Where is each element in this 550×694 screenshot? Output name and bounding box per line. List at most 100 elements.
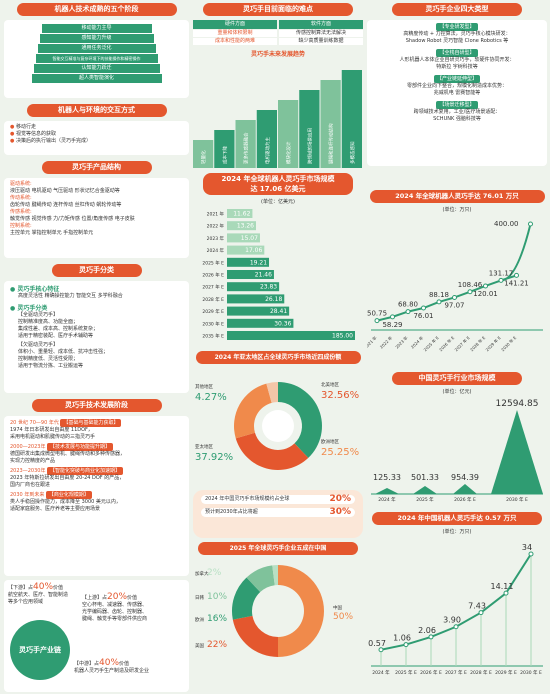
donut-center bbox=[262, 410, 294, 442]
x-tick-label: 2028 年 E bbox=[468, 334, 486, 352]
company-category: 日韩 bbox=[195, 594, 204, 601]
point-value-label: 108.46 bbox=[458, 281, 483, 289]
type-4: 【场景迁移型】 跨领域技术复用，工业/医疗场景适配： SCHUNK 强脑科技等 bbox=[413, 101, 501, 122]
bar-value-label: 13.26 bbox=[237, 223, 254, 230]
chain-midstream: 【中游】占40%价值 机器人灵巧手生产制造及研发企业 bbox=[74, 658, 150, 675]
company-value-label: 50% bbox=[333, 612, 353, 622]
type-1: 【专业研发型】 高精度传动 + 力控算法，灵巧手核心模块研发： Shadow R… bbox=[403, 23, 511, 44]
bar bbox=[227, 257, 270, 267]
full-drive-line-3: 适用于精密装配、医疗手术辅助等 bbox=[18, 333, 94, 339]
china-units-unit: (单位：万只) bbox=[442, 529, 472, 535]
area-peak bbox=[453, 484, 477, 494]
x-tick-label: 2025 年 E bbox=[395, 669, 417, 676]
china-units-title: 2024 年中国机器人灵巧手达 0.57 万只 bbox=[372, 512, 542, 525]
bar bbox=[227, 331, 355, 340]
point-value-label: 1.06 bbox=[393, 634, 411, 643]
types-box: 【专业研发型】 高精度传动 + 力控算法，灵巧手核心模块研发： Shadow R… bbox=[367, 20, 547, 166]
point-value-label: 400.00 bbox=[494, 220, 519, 228]
bar-category: 2025 年 E bbox=[202, 259, 224, 266]
history-box: 20 世纪 70—90 年代 【基础与基础能力获取】 1974 年日本研发出自由… bbox=[4, 416, 189, 576]
trend-label: 轻量化 bbox=[200, 150, 207, 164]
point-value-label: 7.43 bbox=[468, 602, 486, 611]
x-tick-label: 2024 年 bbox=[409, 334, 424, 349]
bar-value-label: 26.18 bbox=[265, 296, 282, 303]
point-value-label: 131.17 bbox=[489, 269, 514, 277]
interaction-title: 机器人与环境的交互方式 bbox=[26, 104, 167, 117]
china-share-box: 2024 年中国灵巧手市场规模约占全球 20% 预计到2030年占比将超 30% bbox=[193, 490, 363, 538]
donut-slice bbox=[272, 565, 278, 586]
point-value-label: 34 bbox=[522, 543, 532, 552]
region-category: 亚太地区 bbox=[195, 443, 213, 450]
bar-category: 2035 年 E bbox=[202, 333, 224, 340]
bar bbox=[227, 233, 260, 243]
trend-title: 灵巧手未来发展趋势 bbox=[250, 51, 305, 58]
stage-item: 感知能力升级 bbox=[39, 34, 154, 43]
interaction-item-3: ● 决策后的执行输出（灵巧手完成） bbox=[10, 138, 91, 144]
bar bbox=[227, 209, 253, 218]
bar-category: 2030 年 E bbox=[202, 320, 224, 327]
structure-sensing: 传感系统: 触觉传感 视觉传感 力/力矩传感 位置/角度传感 电子皮肤 bbox=[10, 209, 135, 222]
stage-item: 超人类智能演化 bbox=[31, 74, 162, 83]
bar-category: 2023 年 bbox=[207, 235, 225, 242]
bar-value-label: 23.83 bbox=[260, 284, 277, 291]
line-point bbox=[478, 610, 484, 616]
stages-box: 移动能力主导 感知能力升级 通用任务泛化 智能交互精准与复杂环境下的技能操作和精密操作… bbox=[4, 20, 189, 98]
point-value-label: 0.57 bbox=[368, 639, 386, 648]
industry-chain: 【下游】占40%价值 航空航天、医疗、智能制造 等多个应用领域 【上游】占20%… bbox=[4, 580, 189, 692]
trend-step bbox=[278, 100, 299, 168]
trend-step bbox=[299, 90, 320, 168]
structure-control: 控制系统: 主控单元 掌指控制单元 手指控制单元 bbox=[10, 223, 94, 236]
region-title: 2024 年亚太地区占全球灵巧手市场近四成份额 bbox=[195, 351, 361, 364]
chain-upstream: 【上游】占20%价值 空心杯电、减速器、传感器、 光学编码器、齿轮、控制器、 腱… bbox=[82, 592, 148, 623]
line-point bbox=[421, 305, 426, 311]
region-category: 其他地区 bbox=[195, 383, 213, 390]
point-value-label: 141.21 bbox=[504, 279, 529, 287]
bar-value-label: 11.62 bbox=[233, 211, 250, 218]
area-peak bbox=[375, 488, 399, 494]
history-title: 灵巧手技术发展阶段 bbox=[31, 399, 162, 412]
region-donut-chart: 亚太地区 37.92% 北美地区 32.56% 欧洲地区 25.25% 其他地区 4.27% bbox=[195, 381, 359, 470]
bar-value-label: 30.36 bbox=[274, 320, 291, 327]
bar-value-label: 19.21 bbox=[250, 259, 267, 266]
type-2: 【全栈自研型】 人形机器人本体企业自研灵巧手，软硬件协同开发： 特斯拉 宇树科技… bbox=[399, 49, 515, 70]
global-title: 2024 年全球机器人灵巧手达 76.01 万只 bbox=[369, 190, 545, 203]
interaction-item-1: ● 移动行走 bbox=[10, 124, 36, 130]
trend-label: 更多传感器融合 bbox=[243, 132, 250, 164]
company-category: 欧洲 bbox=[195, 616, 204, 623]
company-category: 美国 bbox=[195, 642, 204, 649]
chain-center-circle: 灵巧手产业链 bbox=[10, 620, 70, 680]
line-point bbox=[503, 590, 509, 596]
structure-title: 灵巧手产品结构 bbox=[41, 161, 152, 174]
area-peak bbox=[491, 410, 543, 494]
history-stage-1: 20 世纪 70—90 年代 【基础与基础能力获取】 1974 年日本研发出自由… bbox=[10, 419, 183, 441]
bar-value-label: 185.00 bbox=[332, 333, 353, 340]
area-value-label: 12594.85 bbox=[496, 399, 539, 409]
interaction-box: ● 移动行走 ● 视觉等信息的获取 ● 决策后的执行输出（灵巧手完成） bbox=[4, 121, 189, 155]
x-tick-label: 2026 年 E bbox=[437, 334, 455, 352]
region-value-label: 25.25% bbox=[321, 447, 359, 458]
x-tick-label: 2028 年 E bbox=[470, 669, 492, 676]
trend-label: 成本下降 bbox=[221, 146, 228, 164]
donut-slice bbox=[235, 432, 309, 470]
line-point bbox=[453, 624, 459, 630]
middle-column: 灵巧手目前面临的难点 硬件方面 重量和体积限制 成本和性能的两难 软件方面 传感… bbox=[193, 0, 363, 694]
trend-step bbox=[320, 80, 341, 168]
full-drive-line-2: 集成性差、成本高、控制系统复杂； bbox=[18, 326, 99, 332]
region-value-label: 4.27% bbox=[195, 392, 227, 403]
bar-title: 2024 年全球机器人灵巧手市场规模达 17.06 亿美元 bbox=[203, 173, 353, 195]
bar bbox=[227, 270, 274, 279]
donut-slice bbox=[232, 577, 261, 620]
trend-step bbox=[341, 70, 362, 168]
donut-slice bbox=[278, 565, 324, 657]
x-tick-label: 2029 年 E bbox=[495, 669, 517, 676]
bar-unit: (单位：亿美元) bbox=[261, 199, 295, 205]
stages-title: 机器人技术成熟的五个阶段 bbox=[16, 3, 177, 16]
bar bbox=[227, 318, 294, 328]
line-point bbox=[452, 294, 457, 300]
type-3: 【产业链延伸型】 零部件企业向下整合，规模化制造成本优势： 兆威机电 雷赛智能等 bbox=[406, 75, 507, 96]
point-value-label: 76.01 bbox=[413, 312, 433, 320]
x-tick-label: 2026 年 E bbox=[420, 669, 442, 676]
point-value-label: 2.06 bbox=[418, 626, 436, 635]
bar-value-label: 28.41 bbox=[270, 308, 287, 315]
donut-slice bbox=[246, 565, 275, 593]
